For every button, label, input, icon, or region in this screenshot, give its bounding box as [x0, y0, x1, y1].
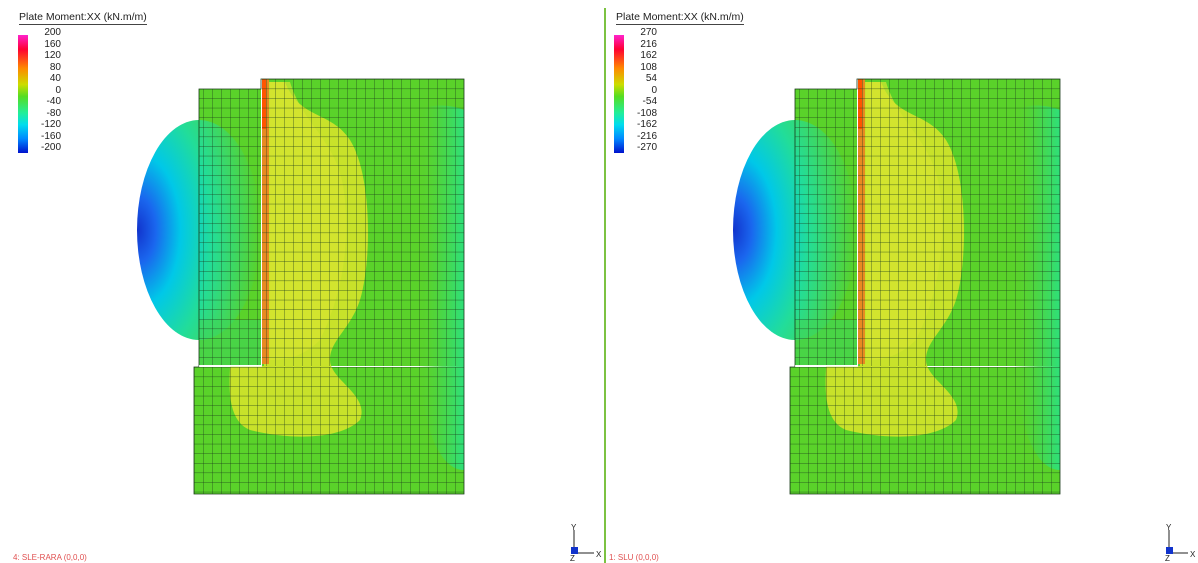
legend-tick: 0 — [651, 84, 657, 96]
legend-tick: -270 — [636, 142, 657, 153]
axis-x-label: X — [1190, 550, 1196, 559]
legend-tick: -160 — [40, 130, 61, 142]
viewport-left[interactable]: Plate Moment:XX (kN.m/m) 200 160 120 80 … — [0, 0, 604, 563]
load-case-status: 1: SLU (0,0,0) — [609, 553, 659, 562]
viewport-divider[interactable] — [604, 8, 606, 563]
mesh-grid — [790, 367, 1060, 494]
legend-tick: -120 — [40, 119, 61, 130]
mesh-grid — [795, 89, 857, 365]
mesh-grid — [262, 79, 464, 366]
legend-ticks: 200 160 120 80 40 0 -40 -80 -120 -160 -2… — [21, 27, 61, 154]
z-axis-marker — [1166, 547, 1173, 554]
legend-tick: 270 — [640, 27, 657, 38]
legend-tick: -40 — [46, 96, 61, 107]
legend-tick: -162 — [636, 119, 657, 130]
legend-tick: -54 — [642, 96, 657, 107]
legend-tick: 54 — [645, 73, 657, 84]
legend-tick: -216 — [636, 130, 657, 142]
legend-tick: 80 — [49, 61, 61, 73]
load-case-status: 4: SLE-RARA (0,0,0) — [13, 553, 87, 562]
legend-tick: 108 — [640, 61, 657, 73]
viewport-right[interactable]: Plate Moment:XX (kN.m/m) 270 216 162 108… — [606, 0, 1198, 563]
color-scale-bar — [614, 35, 624, 153]
legend-tick: -80 — [46, 107, 61, 119]
color-scale-bar — [18, 35, 28, 153]
mesh-grid — [199, 89, 261, 365]
legend-title: Plate Moment:XX (kN.m/m) — [616, 11, 744, 25]
legend-tick: 160 — [44, 38, 61, 50]
axis-z-label: Z — [1165, 554, 1170, 563]
legend-ticks: 270 216 162 108 54 0 -54 -108 -162 -216 … — [617, 27, 657, 154]
legend-title: Plate Moment:XX (kN.m/m) — [19, 11, 147, 25]
legend-tick: -108 — [636, 107, 657, 119]
z-axis-marker — [571, 547, 578, 554]
contour-plot[interactable] — [0, 0, 604, 563]
axis-z-label: Z — [570, 554, 575, 563]
contour-plot[interactable] — [606, 0, 1198, 563]
plate-outline — [193, 78, 465, 495]
legend-tick: 216 — [640, 38, 657, 50]
axis-y-label: Y — [1166, 523, 1172, 532]
mesh-grid — [858, 79, 1060, 366]
axis-x-label: X — [596, 550, 602, 559]
legend-tick: 120 — [44, 50, 61, 61]
legend-tick: -200 — [40, 142, 61, 153]
legend-tick: 200 — [44, 27, 61, 38]
legend-tick: 0 — [55, 84, 61, 96]
legend-tick: 40 — [49, 73, 61, 84]
axis-y-label: Y — [571, 523, 577, 532]
mesh-grid — [194, 367, 464, 494]
legend-tick: 162 — [640, 50, 657, 61]
plate-outline — [789, 78, 1061, 495]
